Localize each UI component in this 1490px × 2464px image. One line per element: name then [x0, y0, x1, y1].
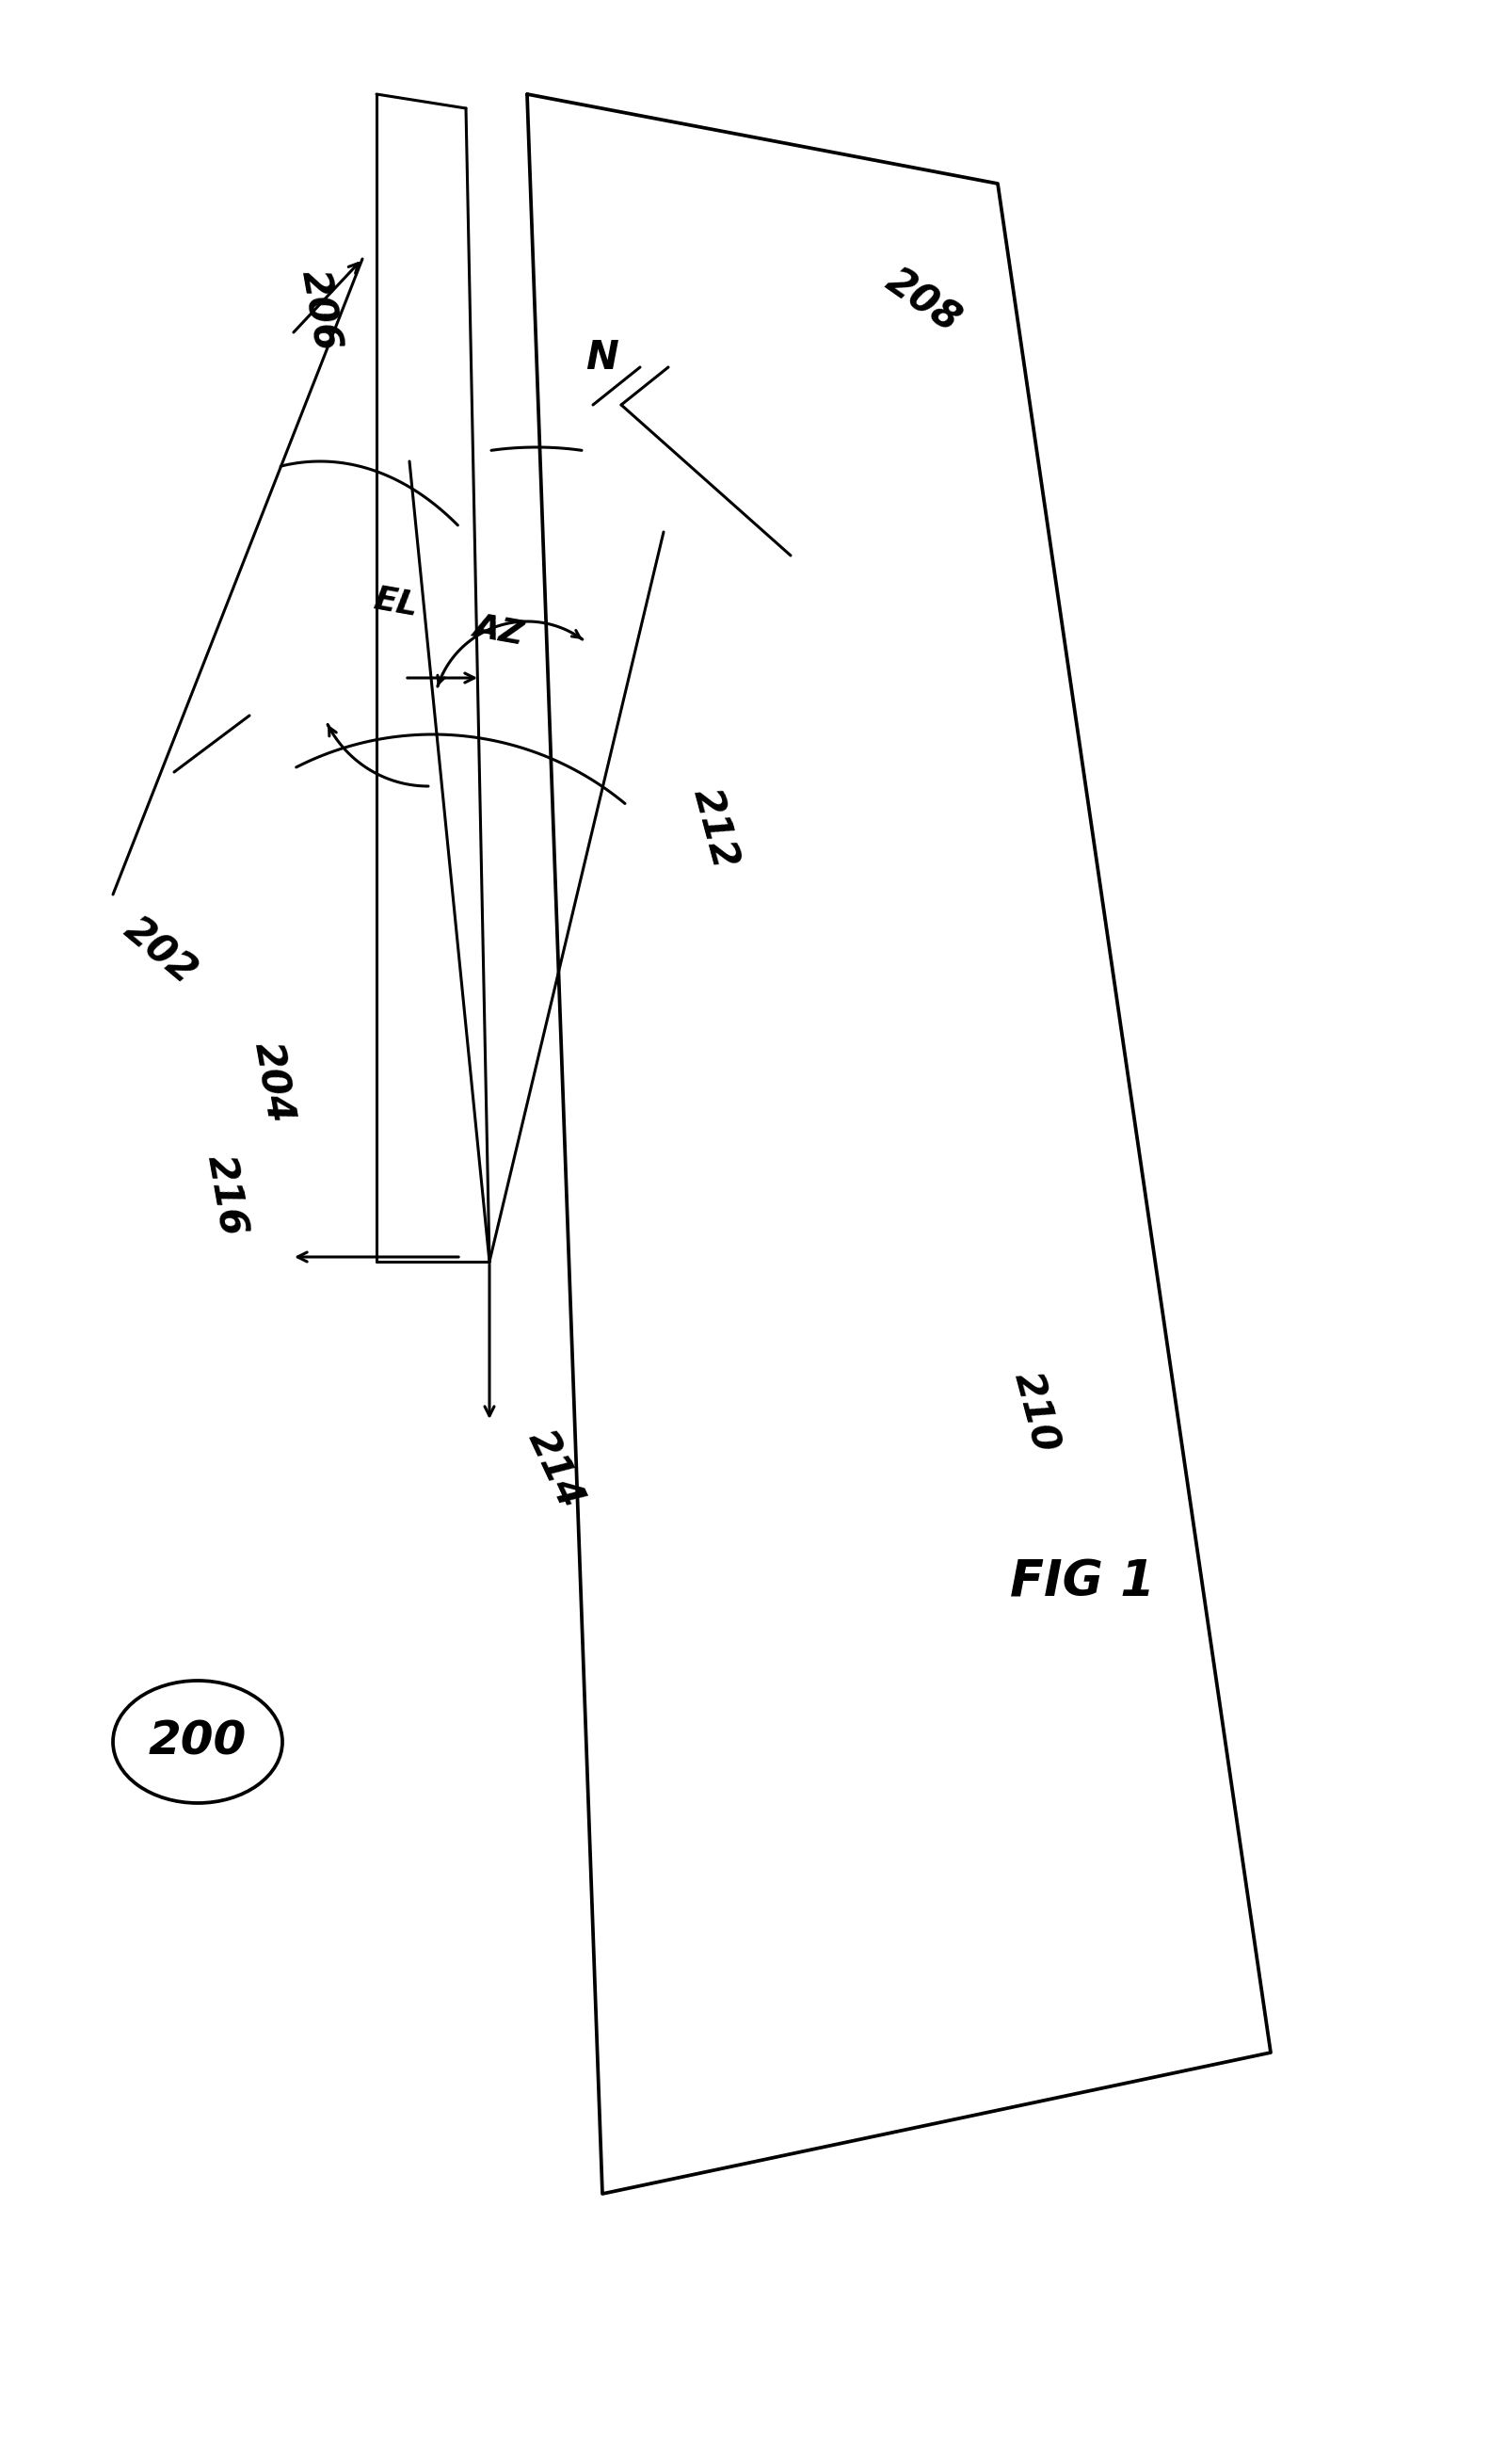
Text: 202: 202 — [116, 909, 204, 993]
Text: N: N — [586, 338, 618, 377]
Text: 216: 216 — [200, 1153, 252, 1239]
Text: 208: 208 — [878, 261, 967, 340]
Text: 214: 214 — [520, 1424, 590, 1515]
Text: AZ: AZ — [471, 611, 527, 650]
Text: EL: EL — [371, 584, 420, 623]
Text: 210: 210 — [1006, 1368, 1065, 1456]
Text: 206: 206 — [294, 266, 347, 355]
Text: 200: 200 — [149, 1720, 247, 1764]
Text: 204: 204 — [246, 1040, 299, 1126]
Text: FIG 1: FIG 1 — [1010, 1557, 1155, 1607]
Text: 212: 212 — [685, 784, 745, 872]
